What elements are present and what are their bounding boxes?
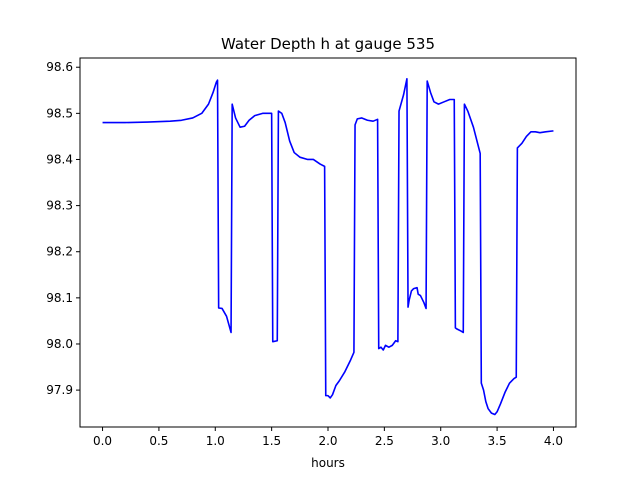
x-tick-label: 2.5 <box>375 434 394 448</box>
x-tick-label: 0.5 <box>149 434 168 448</box>
y-tick-label: 98.1 <box>46 291 73 305</box>
x-tick-label: 1.5 <box>262 434 281 448</box>
x-axis-label: hours <box>311 456 345 470</box>
y-axis: 97.9 98.0 98.1 98.2 98.3 98.4 98.5 98.6 <box>46 60 80 397</box>
x-tick-label: 1.0 <box>206 434 225 448</box>
chart-title: Water Depth h at gauge 535 <box>221 35 435 53</box>
y-tick-label: 98.6 <box>46 60 73 74</box>
y-tick-label: 98.3 <box>46 199 73 213</box>
y-tick-label: 98.5 <box>46 106 73 120</box>
y-tick-label: 98.4 <box>46 152 73 166</box>
x-tick-label: 0.0 <box>93 434 112 448</box>
x-tick-label: 4.0 <box>544 434 563 448</box>
y-tick-label: 98.2 <box>46 245 73 259</box>
y-tick-label: 97.9 <box>46 383 73 397</box>
plot-lines <box>102 77 554 416</box>
x-tick-label: 2.0 <box>318 434 337 448</box>
x-tick-label: 3.0 <box>431 434 450 448</box>
series-line-0 <box>102 77 554 416</box>
x-tick-label: 3.5 <box>488 434 507 448</box>
y-tick-label: 98.0 <box>46 337 73 351</box>
x-axis: 0.0 0.5 1.0 1.5 2.0 2.5 3.0 3.5 4.0 <box>93 427 563 448</box>
